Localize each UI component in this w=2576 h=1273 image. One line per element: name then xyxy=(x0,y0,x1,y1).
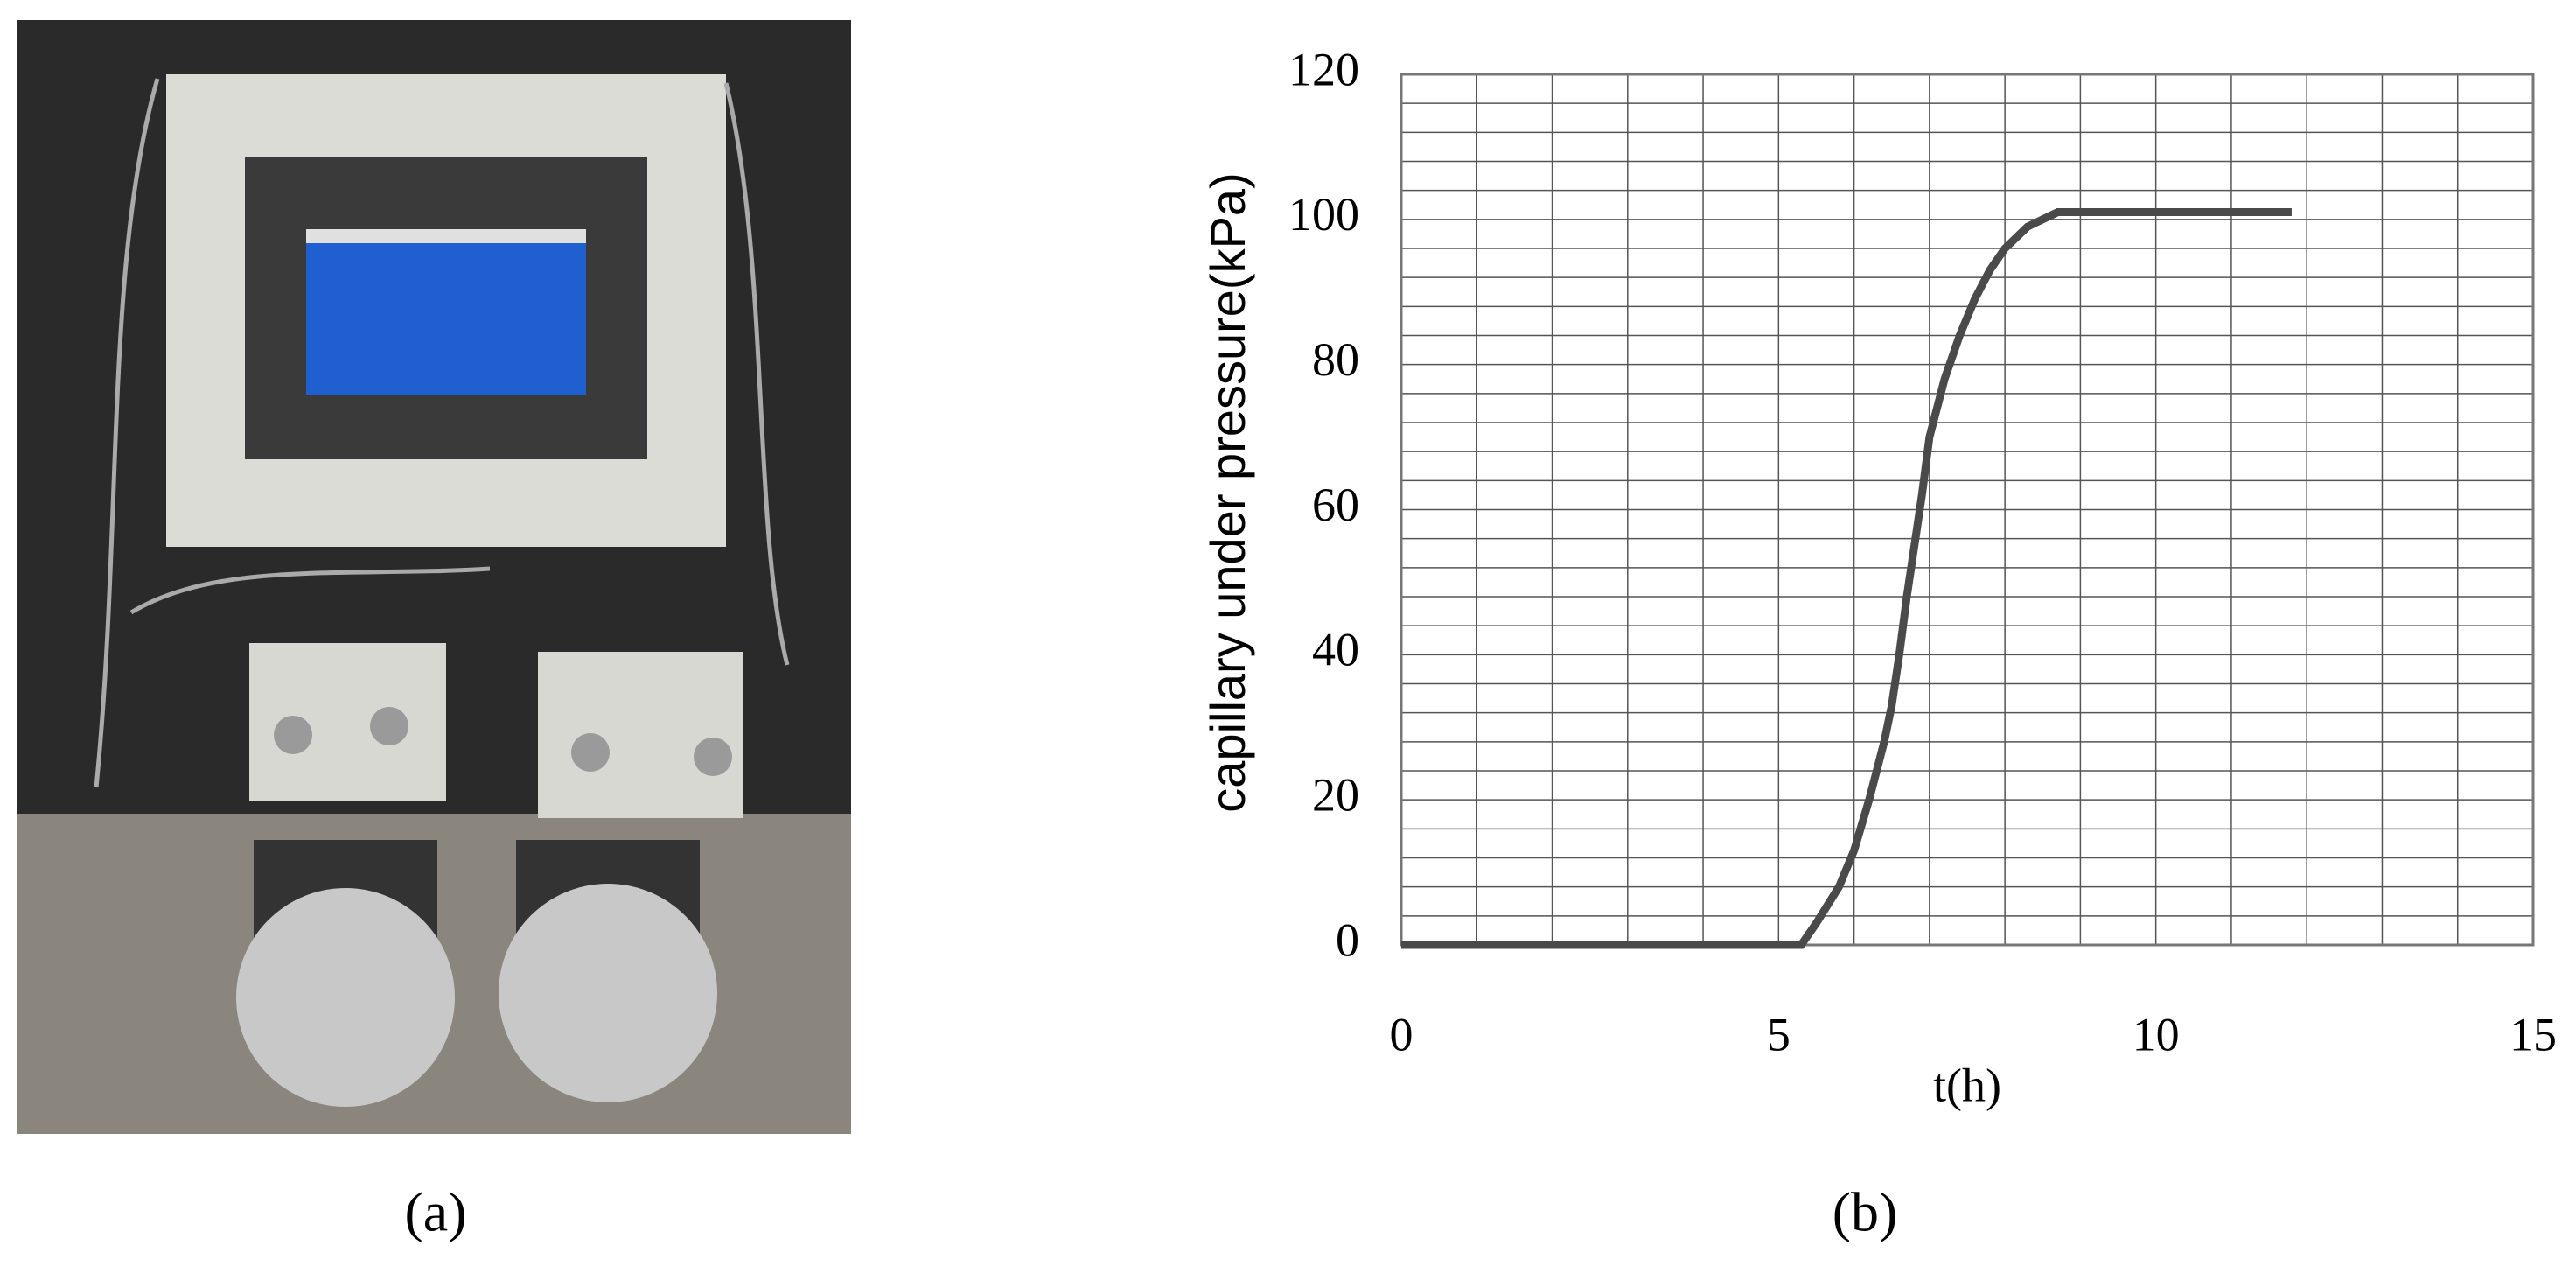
y-tick-label: 80 xyxy=(1312,333,1359,386)
plot-frame xyxy=(1400,73,2535,947)
x-tick-label: 10 xyxy=(2133,1008,2180,1060)
y-tick-label: 120 xyxy=(1288,43,1359,95)
x-axis-label: t(h) xyxy=(1933,1059,2001,1111)
plot: 0 5 10 15 0 20 40 60 80 100 120 xyxy=(1288,43,2557,1060)
x-tick-label: 0 xyxy=(1390,1008,1414,1060)
data-line xyxy=(1401,208,2292,949)
y-tick-label: 60 xyxy=(1312,479,1359,531)
y-tick-label: 40 xyxy=(1312,624,1359,676)
x-tick-label: 15 xyxy=(2510,1008,2557,1060)
y-tick-label: 0 xyxy=(1336,913,1359,966)
panel-label: (b) xyxy=(1833,1181,1898,1243)
y-tick-label: 20 xyxy=(1312,769,1359,822)
photo xyxy=(17,20,851,1134)
y-tick-label: 100 xyxy=(1288,188,1359,241)
y-axis-label: capillary under pressure(kPa) xyxy=(1200,172,1255,812)
x-tick-label: 5 xyxy=(1767,1008,1791,1060)
panel-label: (a) xyxy=(404,1181,466,1243)
